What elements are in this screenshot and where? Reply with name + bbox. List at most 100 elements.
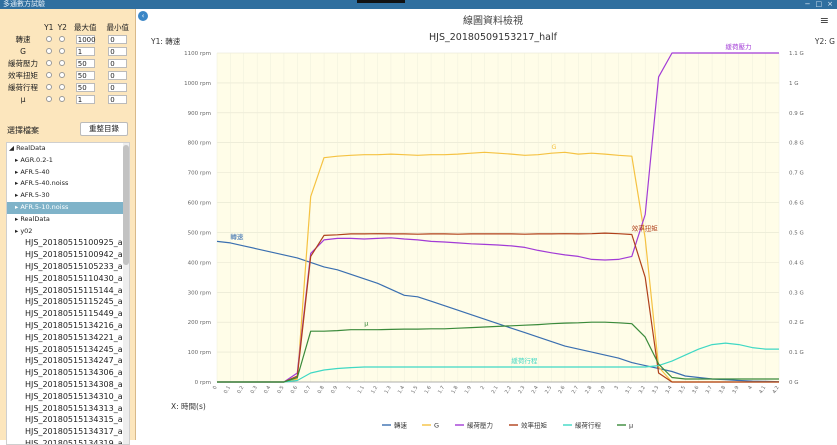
tree-file-item[interactable]: HJS_20180515110430_auto <box>25 273 129 283</box>
min-value[interactable]: 0 <box>108 70 128 80</box>
legend-item-stroke[interactable]: 緩荷行程 <box>575 421 602 430</box>
max-value[interactable]: 1 <box>75 94 95 104</box>
y2-radio[interactable] <box>56 57 70 69</box>
min-value[interactable]: 0 <box>108 34 128 44</box>
max-value[interactable]: 1 <box>75 46 95 56</box>
max-input[interactable]: 1 <box>69 93 101 105</box>
title-bar: 多通數方試驗 − □ × <box>0 0 837 9</box>
legend-item-pressure[interactable]: 緩荷壓力 <box>467 421 493 430</box>
legend-item-mu[interactable]: μ <box>629 422 633 430</box>
tree-folder-item[interactable]: ▸ AGR.0.2-1 <box>15 155 53 164</box>
series-label-speed: 轉速 <box>230 232 244 241</box>
tree-folder-item[interactable]: ▸ y02 <box>15 226 33 235</box>
y2-radio[interactable] <box>56 81 70 93</box>
min-input[interactable]: 0 <box>101 33 134 45</box>
refresh-directory-button[interactable]: 重整目錄 <box>80 122 128 136</box>
min-value[interactable]: 0 <box>108 46 128 56</box>
max-input[interactable]: 50 <box>69 69 101 81</box>
y1-radio[interactable] <box>42 45 56 57</box>
y2-tick-label: 0.6 G <box>789 201 804 207</box>
min-value[interactable]: 0 <box>108 82 128 92</box>
tree-file-item[interactable]: HJS_20180515134306_auto <box>25 368 129 378</box>
tree-file-item[interactable]: HJS_20180515134310_auto <box>25 391 129 401</box>
series-line-speed[interactable] <box>216 240 780 383</box>
tree-file-item[interactable]: HJS_20180515134315_auto <box>25 415 129 425</box>
y2-radio[interactable] <box>56 93 70 105</box>
legend-item-g[interactable]: G <box>434 422 439 430</box>
y1-tick-label: 400 rpm <box>188 260 211 266</box>
tree-file-item[interactable]: HJS_20180515134308_auto <box>25 379 129 389</box>
tree-file-item[interactable]: HJS_20180515115245_auto <box>25 297 129 307</box>
tree-scrollbar-thumb[interactable] <box>123 145 129 265</box>
tree-file-item[interactable]: HJS_20180515134216_auto <box>25 320 129 330</box>
tree-file-item[interactable]: HJS_20180515100925_auto <box>25 238 129 248</box>
tree-file-item[interactable]: HJS_20180515134313_auto <box>25 403 129 413</box>
min-input[interactable]: 0 <box>101 81 134 93</box>
tree-file-item[interactable]: HJS_20180515134245_auto <box>25 344 129 354</box>
tree-file-item[interactable]: HJS_20180515115144_auto <box>25 285 129 295</box>
close-icon[interactable]: × <box>827 0 833 8</box>
maximize-icon[interactable]: □ <box>815 0 823 8</box>
max-value[interactable]: 1000 <box>75 34 96 44</box>
x-tick-label: 3.9 <box>731 385 740 395</box>
tree-file-item[interactable]: HJS_20180515134317_auto <box>25 427 129 437</box>
y2-radio[interactable] <box>56 69 70 81</box>
min-input[interactable]: 0 <box>101 45 134 57</box>
min-input[interactable]: 0 <box>101 57 134 69</box>
series-line-mu[interactable] <box>217 321 779 383</box>
max-input[interactable]: 50 <box>69 57 101 69</box>
tree-file-item[interactable]: HJS_20180515134247_auto <box>25 356 129 366</box>
min-value[interactable]: 0 <box>108 58 128 68</box>
max-value[interactable]: 50 <box>75 70 95 80</box>
x-tick-label: 1.8 <box>450 385 459 395</box>
max-value[interactable]: 50 <box>75 58 95 68</box>
min-input[interactable]: 0 <box>101 69 134 81</box>
max-value[interactable]: 50 <box>75 82 95 92</box>
legend-item-speed[interactable]: 轉速 <box>394 421 408 430</box>
x-tick-label: 2.6 <box>557 385 566 395</box>
max-input[interactable]: 1000 <box>69 33 101 45</box>
max-input[interactable]: 50 <box>69 81 101 93</box>
x-tick-label: 0 <box>212 385 219 391</box>
tree-file-item[interactable]: HJS_20180515105233_auto <box>25 261 129 271</box>
tree-file-item[interactable]: HJS_20180515115449_auto <box>25 309 129 319</box>
tree-folder-item[interactable]: ▸ AFR.5-40.noiss <box>15 179 69 188</box>
tree-file-item[interactable]: HJS_20180515134221_auto <box>25 332 129 342</box>
legend-item-torque[interactable]: 效率扭矩 <box>521 421 548 430</box>
tree-folder-item[interactable]: ▸ AFR.5-10.noiss <box>7 201 129 214</box>
param-label: 緩荷行程 <box>8 82 38 92</box>
y2-radio[interactable] <box>56 45 70 57</box>
y1-axis-label: Y1: 轉速 <box>150 36 181 46</box>
x-tick-label: 4.2 <box>772 385 781 395</box>
min-input[interactable]: 0 <box>101 93 134 105</box>
y1-radio[interactable] <box>42 81 56 93</box>
hamburger-menu-icon[interactable]: ≡ <box>819 14 829 27</box>
param-label: μ <box>20 94 26 104</box>
tree-scrollbar[interactable] <box>123 143 129 444</box>
y2-tick-label: 0.8 G <box>789 141 804 147</box>
tree-folder-item[interactable]: ▸ RealData <box>15 214 50 223</box>
minimize-icon[interactable]: − <box>804 0 811 8</box>
x-tick-label: 2.5 <box>544 385 553 395</box>
y1-radio[interactable] <box>42 69 56 81</box>
series-line-stroke[interactable] <box>217 342 779 383</box>
tree-folder-item[interactable]: ▸ AFR.5-40 <box>15 167 50 176</box>
file-tree[interactable]: ◢ RealData ▸ AGR.0.2-1 ▸ AFR.5-40 ▸ AFR.5-4… <box>6 142 130 445</box>
series-line-pressure[interactable] <box>217 52 779 383</box>
series-line-torque[interactable] <box>217 232 779 383</box>
y1-radio[interactable] <box>42 57 56 69</box>
y2-radio[interactable] <box>56 33 70 45</box>
x-tick-label: 2.3 <box>517 385 526 395</box>
y1-radio[interactable] <box>42 33 56 45</box>
min-value[interactable]: 0 <box>108 94 128 104</box>
tree-folder-item[interactable]: ◢ RealData <box>9 144 46 152</box>
tree-folder-item[interactable]: ▸ AFR.5-30 <box>15 191 50 200</box>
y1-radio[interactable] <box>42 93 56 105</box>
y1-tick-label: 800 rpm <box>188 141 211 147</box>
tree-file-item[interactable]: HJS_20180515100942_auto <box>25 250 129 260</box>
y2-tick-label: 0.4 G <box>789 260 804 266</box>
tree-file-item[interactable]: HJS_20180515134319_auto <box>25 438 129 445</box>
max-input[interactable]: 1 <box>69 45 101 57</box>
collapse-sidebar-icon[interactable]: ‹ <box>138 11 148 21</box>
y2-tick-label: 0.3 G <box>789 290 804 296</box>
